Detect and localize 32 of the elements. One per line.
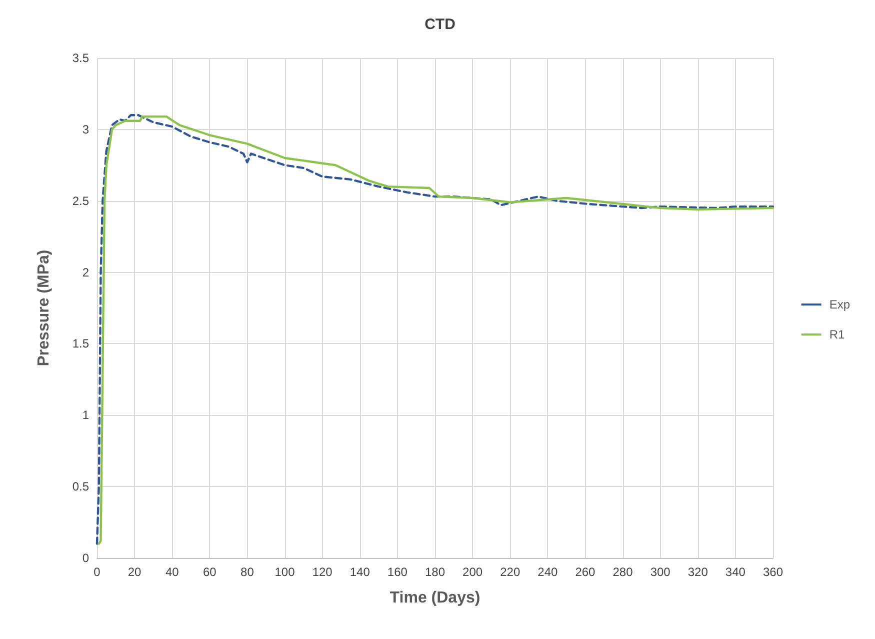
- x-tick-label: 100: [274, 565, 296, 579]
- x-tick-label: 60: [202, 565, 217, 579]
- y-axis-title: Pressure (MPa): [36, 250, 52, 366]
- x-tick-label: 0: [94, 565, 101, 579]
- x-tick-label: 300: [650, 565, 671, 579]
- y-tick-label: 0.5: [72, 480, 90, 494]
- x-tick-label: 320: [688, 565, 708, 579]
- chart-title: CTD: [424, 16, 456, 33]
- x-tick-label: 220: [500, 565, 520, 579]
- x-tick-label: 180: [424, 565, 446, 579]
- x-tick-label: 120: [312, 565, 333, 579]
- y-tick-label: 2: [82, 265, 90, 280]
- x-tick-label: 140: [350, 565, 370, 579]
- y-tick-label: 1: [82, 408, 90, 422]
- x-tick-label: 200: [462, 565, 483, 579]
- legend-label: Exp: [829, 298, 850, 312]
- x-tick-label: 20: [128, 565, 142, 579]
- x-tick-label: 360: [762, 565, 784, 579]
- x-tick-label: 160: [387, 565, 408, 579]
- y-tick-label: 0: [82, 551, 90, 565]
- x-tick-label: 40: [165, 565, 180, 579]
- x-tick-label: 80: [240, 565, 254, 579]
- y-tick-label: 1.5: [72, 336, 90, 351]
- legend-label: R1: [829, 328, 845, 342]
- x-tick-label: 260: [575, 565, 596, 579]
- x-tick-label: 340: [725, 565, 746, 579]
- x-tick-label: 240: [538, 565, 558, 579]
- x-tick-label: 280: [612, 565, 634, 579]
- y-tick-label: 3.5: [72, 51, 90, 65]
- y-tick-label: 3: [82, 122, 90, 136]
- y-tick-label: 2.5: [72, 194, 90, 208]
- x-axis-title: Time (Days): [390, 590, 480, 606]
